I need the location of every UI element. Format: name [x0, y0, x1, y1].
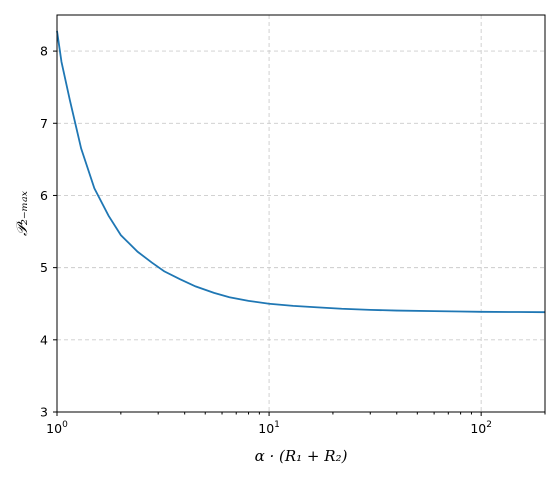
y-tick-label: 3 — [40, 405, 48, 420]
series-line — [56, 30, 546, 314]
y-tick-label: 4 — [40, 332, 48, 347]
x-axis-label: α · (R₁ + R₂) — [255, 447, 348, 465]
y-axis-label: 𝒫₂₋ₘₐₓ — [13, 190, 31, 236]
series-layer — [56, 30, 546, 314]
plot-frame — [56, 14, 546, 413]
grid-lines — [57, 15, 545, 412]
y-tick-label: 8 — [40, 44, 48, 59]
y-tick-label: 5 — [40, 260, 48, 275]
x-tick-label: 101 — [258, 420, 280, 436]
y-tick-label: 6 — [40, 188, 48, 203]
y-tick-label: 7 — [40, 116, 48, 131]
axis-ticks: 3 4 5 6 7 8 100 101 102 — [40, 44, 546, 436]
x-tick-label: 100 — [46, 420, 68, 436]
x-tick-label: 102 — [470, 420, 492, 436]
